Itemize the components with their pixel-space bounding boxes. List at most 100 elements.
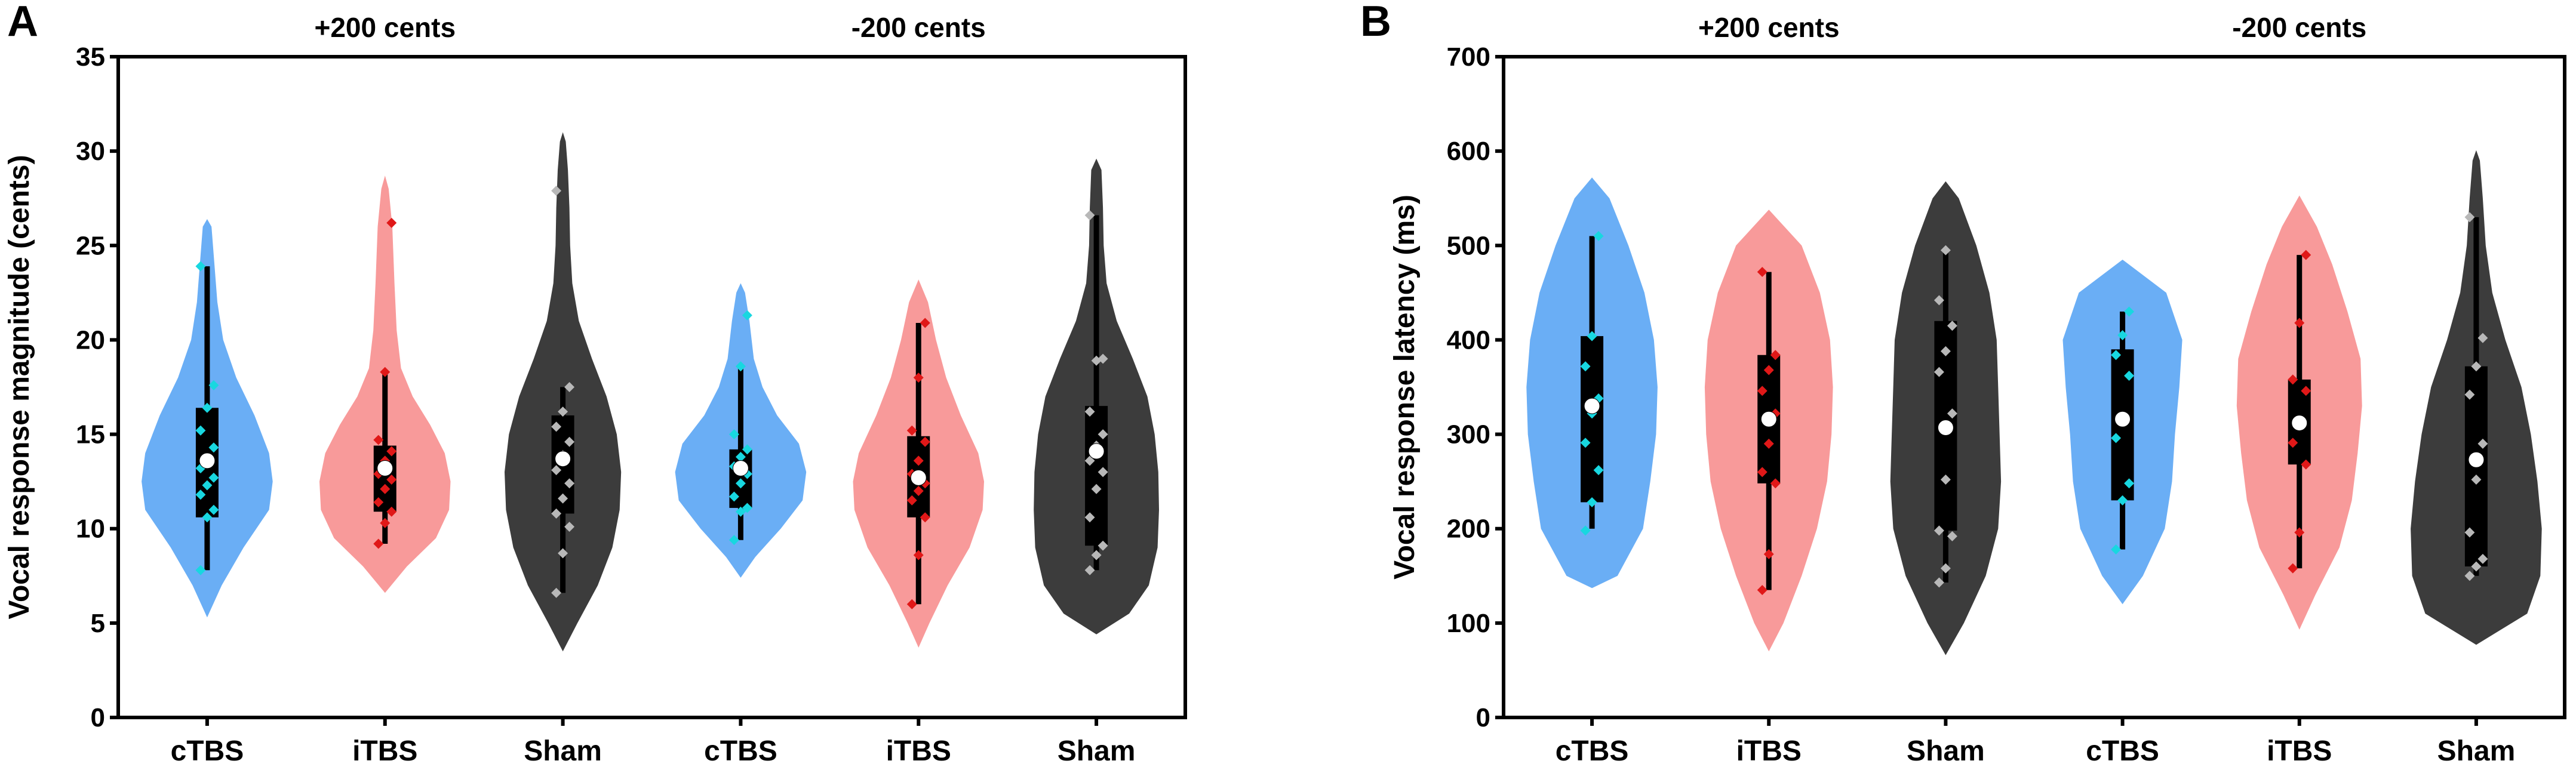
data-point <box>195 489 206 500</box>
data-point <box>742 310 752 321</box>
violin-series-ctbs <box>675 283 807 578</box>
violin-series-sham <box>2411 150 2542 645</box>
data-point <box>2301 459 2311 470</box>
y-tick-label: 25 <box>76 231 105 260</box>
data-point <box>2288 563 2298 574</box>
violin-series-itbs <box>1704 210 1833 652</box>
data-point <box>1098 467 1108 478</box>
data-point <box>2471 361 2482 372</box>
data-point <box>1587 331 1597 341</box>
x-category-label: cTBS <box>171 735 244 767</box>
panel-a-violin-chart: A +200 cents -200 cents 0 5 10 15 20 25 30 35 cTBS i… <box>4 0 1187 767</box>
data-point <box>2477 438 2488 449</box>
x-category-label: cTBS <box>2086 735 2159 767</box>
box <box>1581 336 1604 503</box>
violin-series-ctbs <box>2062 260 2182 605</box>
violin-series-itbs <box>319 175 451 593</box>
data-point <box>913 485 924 496</box>
x-category-label: cTBS <box>704 735 777 767</box>
data-point <box>208 472 219 483</box>
data-point <box>2301 386 2311 396</box>
y-tick-label: 20 <box>76 325 105 355</box>
data-point <box>920 512 930 523</box>
data-point <box>1947 531 1957 541</box>
y-axis-title: Vocal response latency (ms) <box>1389 195 1421 580</box>
mean-marker <box>2291 415 2308 432</box>
y-tick-label: 0 <box>91 703 105 732</box>
mean-marker <box>1937 420 1954 436</box>
data-point <box>380 518 391 528</box>
data-point <box>1763 438 1774 449</box>
violin-series-ctbs <box>142 219 273 618</box>
data-point <box>551 465 562 476</box>
data-point <box>1587 497 1597 507</box>
y-tick-label: 5 <box>91 609 105 638</box>
violin-series-sham <box>505 132 622 652</box>
group-label: +200 cents <box>1698 12 1840 43</box>
data-point <box>564 436 575 447</box>
panel-letter: A <box>7 0 38 45</box>
data-point <box>2111 544 2122 555</box>
data-point <box>2288 374 2298 385</box>
data-point <box>735 452 746 463</box>
group-label: +200 cents <box>314 12 456 43</box>
data-point <box>1091 550 1102 560</box>
panel-letter: B <box>1360 0 1391 45</box>
y-tick-label: 0 <box>1476 703 1490 732</box>
data-point <box>1593 465 1604 476</box>
data-point <box>564 522 575 532</box>
data-point <box>906 425 917 436</box>
data-point <box>551 186 562 196</box>
data-point <box>1580 361 1591 372</box>
data-point <box>380 366 391 377</box>
mean-marker <box>555 451 571 467</box>
data-point <box>2124 306 2135 317</box>
data-point <box>1947 321 1957 331</box>
data-point <box>1580 438 1591 448</box>
mean-marker <box>732 460 749 477</box>
data-point <box>1580 525 1591 536</box>
data-point <box>2471 561 2482 572</box>
group-label: -200 cents <box>2232 12 2366 43</box>
y-axis-title: Vocal response magnitude (cents) <box>4 155 35 620</box>
data-point <box>2288 438 2298 448</box>
data-point <box>386 446 397 457</box>
x-category-label: iTBS <box>352 735 417 767</box>
data-point <box>1098 353 1108 364</box>
data-point <box>1084 565 1095 575</box>
data-point <box>1757 467 1767 478</box>
y-tick-label: 700 <box>1447 42 1490 72</box>
data-point <box>558 548 568 559</box>
data-point <box>1940 563 1951 574</box>
data-point <box>735 478 746 489</box>
data-point <box>558 493 568 504</box>
data-point <box>728 535 739 546</box>
mean-marker <box>2468 451 2485 468</box>
data-point <box>208 380 219 390</box>
violin-series-sham <box>1890 181 2002 655</box>
data-point <box>913 455 924 466</box>
x-category-label: Sham <box>1907 735 1985 767</box>
violin-series-itbs <box>853 279 984 648</box>
data-point <box>2464 389 2475 400</box>
data-point <box>906 495 917 506</box>
y-tick-label: 100 <box>1447 609 1490 638</box>
y-tick-label: 500 <box>1447 231 1490 260</box>
group-label: -200 cents <box>852 12 986 43</box>
data-point <box>202 402 213 413</box>
mean-marker <box>377 460 394 477</box>
data-point <box>386 217 397 228</box>
data-point <box>373 435 384 445</box>
data-point <box>728 429 739 440</box>
data-point <box>1770 478 1781 489</box>
plot-frame <box>116 55 1187 719</box>
data-point <box>2294 318 2305 328</box>
data-point <box>2124 371 2135 381</box>
data-point <box>386 474 397 485</box>
data-point <box>380 483 391 494</box>
data-point <box>195 425 206 436</box>
data-point <box>2117 330 2128 341</box>
data-point <box>551 587 562 598</box>
data-point <box>208 504 219 515</box>
data-point <box>2471 474 2482 485</box>
